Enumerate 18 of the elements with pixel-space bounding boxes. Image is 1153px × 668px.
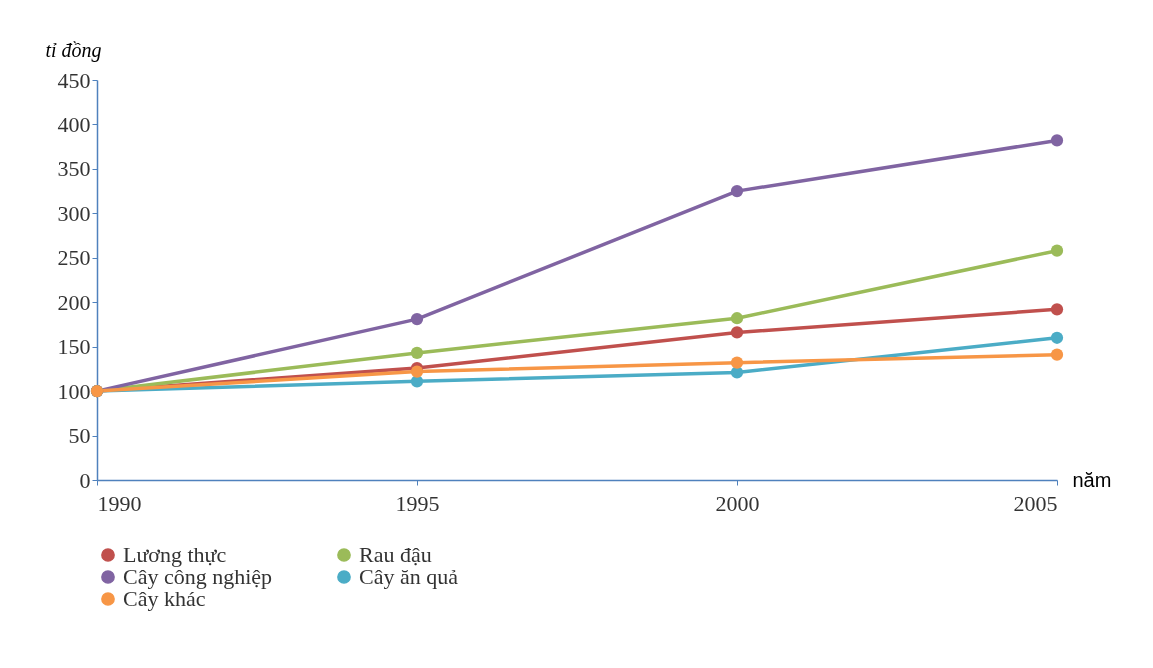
x-tick-label: 1995 xyxy=(395,490,440,516)
x-tick-label: 2005 xyxy=(1013,490,1058,516)
y-tick-label: 300 xyxy=(57,200,91,226)
y-tick-label: 400 xyxy=(57,111,91,137)
y-tick-label: 100 xyxy=(57,378,91,404)
x-tick-label: 2000 xyxy=(715,490,760,516)
x-tick-label: 1990 xyxy=(97,490,142,516)
x-axis-title: năm xyxy=(1072,468,1112,491)
legend-label: Rau đậu xyxy=(359,542,432,567)
y-tick-label: 350 xyxy=(57,156,91,182)
y-tick-label: 450 xyxy=(57,67,91,93)
legend-label: Lương thực xyxy=(123,542,227,567)
y-axis-title: tỉ đồng xyxy=(45,38,102,62)
y-tick-label: 250 xyxy=(57,245,91,271)
y-tick-label: 0 xyxy=(79,467,91,493)
y-tick-label: 200 xyxy=(57,289,91,315)
y-tick-label: 150 xyxy=(57,334,91,360)
y-tick-label: 50 xyxy=(68,423,91,449)
